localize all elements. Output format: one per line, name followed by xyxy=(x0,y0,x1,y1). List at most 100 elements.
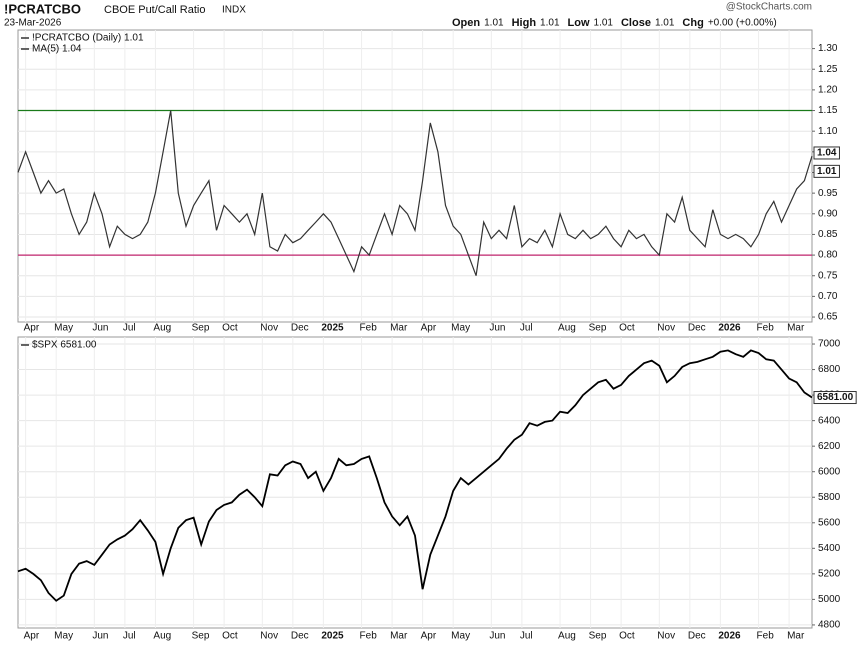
quote-value: 1.01 xyxy=(540,18,560,29)
y-tick-label: 4800 xyxy=(818,620,841,631)
y-tick-label: 0.85 xyxy=(818,229,838,240)
y-tick-label: 0.90 xyxy=(818,208,838,219)
x-tick-label: Feb xyxy=(757,323,775,334)
quote-value: 1.01 xyxy=(484,18,504,29)
series-line xyxy=(17,110,813,276)
x-tick-label: 2026 xyxy=(718,323,741,334)
date: 23-Mar-2026 xyxy=(4,18,62,29)
x-tick-label: Dec xyxy=(688,631,706,642)
y-tick-label: 0.70 xyxy=(818,291,838,302)
source: @StockCharts.com xyxy=(726,2,812,13)
price-label-box xyxy=(813,164,840,178)
x-tick-label: Dec xyxy=(291,323,309,334)
y-tick-label: 6000 xyxy=(818,466,841,477)
y-tick-label: 7000 xyxy=(818,339,841,350)
x-tick-label: Oct xyxy=(222,631,238,642)
exchange: INDX xyxy=(222,5,246,16)
y-tick-label: 0.75 xyxy=(818,270,838,281)
legend-entry: MA(5) 1.04 xyxy=(32,44,82,55)
quote-label: Close xyxy=(621,17,651,29)
x-tick-label: Jun xyxy=(489,323,505,334)
series-line xyxy=(17,349,813,602)
y-tick-label: 5800 xyxy=(818,492,841,503)
x-tick-label: May xyxy=(54,631,73,642)
quote-label: Low xyxy=(568,17,590,29)
price-label-box xyxy=(813,391,857,405)
y-tick-label: 1.15 xyxy=(818,105,838,116)
x-tick-label: Nov xyxy=(260,323,278,334)
y-tick-label: 5200 xyxy=(818,569,841,580)
legend-entry: !PCRATCBO (Daily) 1.01 xyxy=(32,33,144,44)
x-tick-label: Aug xyxy=(153,323,171,334)
y-tick-label: 6200 xyxy=(818,441,841,452)
x-tick-label: 2025 xyxy=(321,323,344,334)
x-tick-label: 2025 xyxy=(321,631,344,642)
y-tick-label: 5400 xyxy=(818,543,841,554)
y-tick-label: 0.65 xyxy=(818,312,838,323)
x-tick-label: Aug xyxy=(558,323,576,334)
x-tick-label: Sep xyxy=(589,631,607,642)
x-tick-label: Jun xyxy=(489,631,505,642)
y-tick-label: 1.10 xyxy=(818,126,838,137)
y-tick-label: 5600 xyxy=(818,517,841,528)
x-tick-label: Apr xyxy=(421,631,437,642)
x-tick-label: Apr xyxy=(24,323,40,334)
y-tick-label: 6800 xyxy=(818,364,841,375)
x-tick-label: Oct xyxy=(619,631,635,642)
price-label-box xyxy=(813,146,840,160)
x-tick-label: Oct xyxy=(619,323,635,334)
x-tick-label: Sep xyxy=(589,323,607,334)
symbol: !PCRATCBO xyxy=(4,1,81,16)
y-tick-label: 5000 xyxy=(818,594,841,605)
y-tick-label: 1.25 xyxy=(818,64,838,75)
x-tick-label: Apr xyxy=(421,323,437,334)
y-tick-label: 6400 xyxy=(818,415,841,426)
price-label: 6581.00 xyxy=(817,392,854,403)
x-tick-label: Jun xyxy=(92,323,108,334)
x-tick-label: Jun xyxy=(92,631,108,642)
x-tick-label: Sep xyxy=(192,631,210,642)
quote-label: Open xyxy=(452,17,480,29)
x-tick-label: Aug xyxy=(153,631,171,642)
x-tick-label: Jul xyxy=(123,323,136,334)
x-tick-label: 2026 xyxy=(718,631,741,642)
x-tick-label: Jul xyxy=(520,323,533,334)
x-tick-label: Mar xyxy=(787,631,805,642)
panel-frame xyxy=(17,336,813,629)
x-tick-label: Feb xyxy=(360,323,378,334)
x-tick-label: May xyxy=(451,631,470,642)
x-tick-label: Nov xyxy=(260,631,278,642)
x-tick-label: May xyxy=(54,323,73,334)
x-tick-label: Nov xyxy=(657,631,675,642)
x-tick-label: Mar xyxy=(390,631,408,642)
quote-label: High xyxy=(512,17,537,29)
x-tick-label: Oct xyxy=(222,323,238,334)
y-tick-label: 1.20 xyxy=(818,85,838,96)
panel-frame xyxy=(17,29,813,323)
x-tick-label: Mar xyxy=(787,323,805,334)
x-tick-label: Dec xyxy=(291,631,309,642)
x-tick-label: Mar xyxy=(390,323,408,334)
quote-value: +0.00 (+0.00%) xyxy=(708,18,777,29)
security-name: CBOE Put/Call Ratio xyxy=(104,4,205,16)
quote-value: 1.01 xyxy=(655,18,675,29)
x-tick-label: Feb xyxy=(360,631,378,642)
x-tick-label: Apr xyxy=(24,631,40,642)
legend-entry: $SPX 6581.00 xyxy=(32,340,97,351)
quote-value: 1.01 xyxy=(594,18,614,29)
quote: Open 1.01 High 1.01 Low 1.01 Close 1.01 Chg +0.00… xyxy=(452,17,777,29)
y-tick-label: 0.95 xyxy=(818,188,838,199)
x-tick-label: Jul xyxy=(520,631,533,642)
x-tick-label: Jul xyxy=(123,631,136,642)
price-label: 1.01 xyxy=(817,166,837,177)
price-label: 1.04 xyxy=(817,148,837,159)
x-tick-label: May xyxy=(451,323,470,334)
x-tick-label: Nov xyxy=(657,323,675,334)
x-tick-label: Sep xyxy=(192,323,210,334)
x-tick-label: Aug xyxy=(558,631,576,642)
quote-label: Chg xyxy=(682,17,703,29)
y-tick-label: 1.30 xyxy=(818,43,838,54)
x-tick-label: Dec xyxy=(688,323,706,334)
